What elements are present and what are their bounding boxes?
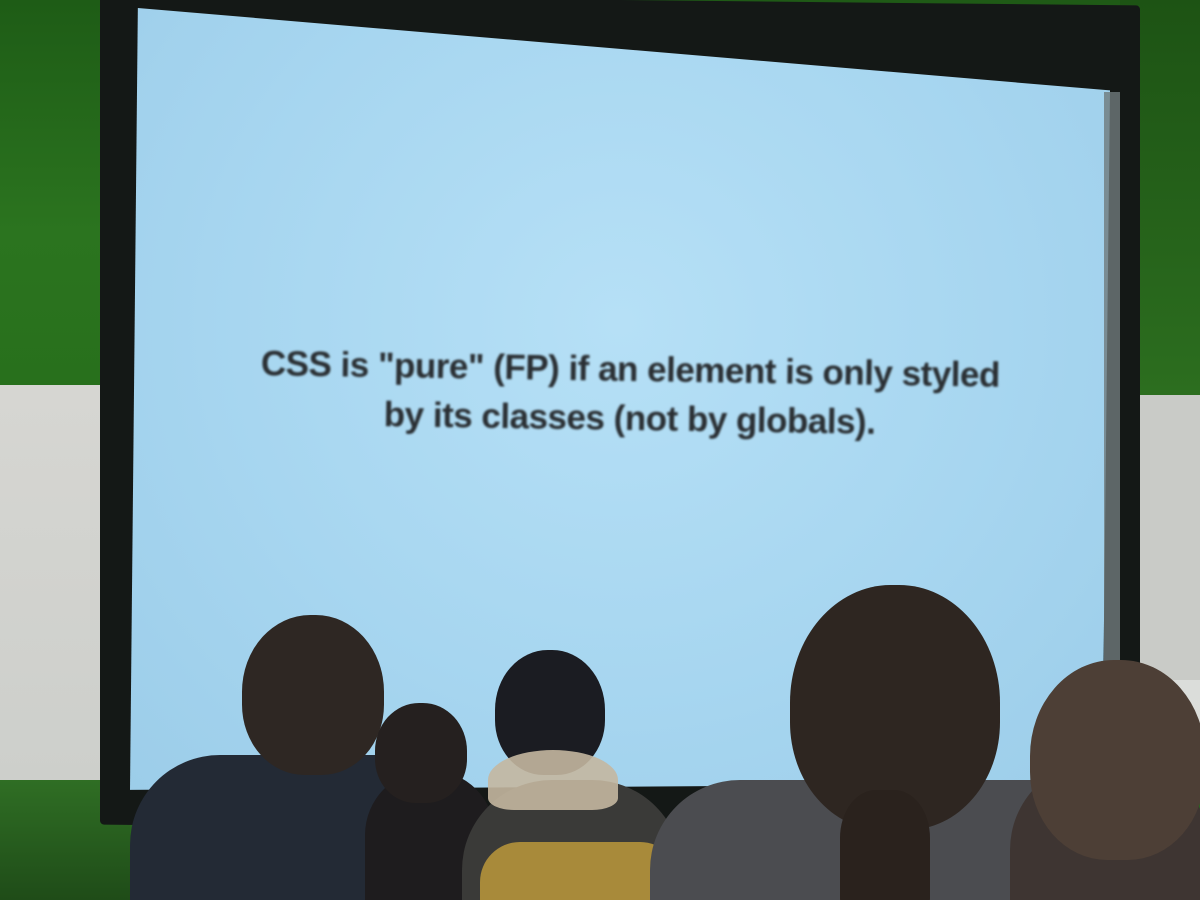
- screen-right-edge: [1104, 92, 1120, 677]
- slide-text: CSS is "pure" (FP) if an element is only…: [189, 338, 1070, 450]
